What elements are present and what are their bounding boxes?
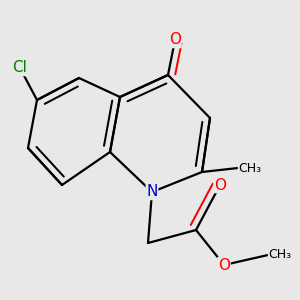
Text: N: N (146, 184, 158, 200)
Text: Cl: Cl (13, 61, 27, 76)
Text: CH₃: CH₃ (238, 161, 262, 175)
Text: O: O (214, 178, 226, 193)
Text: CH₃: CH₃ (268, 248, 292, 262)
Text: O: O (169, 32, 181, 47)
Text: O: O (218, 257, 230, 272)
